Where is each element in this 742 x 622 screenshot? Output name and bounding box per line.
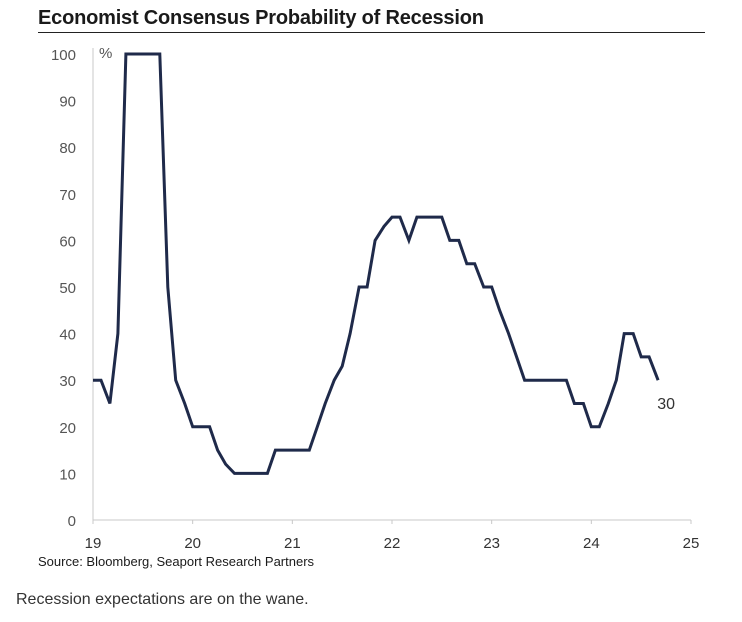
y-tick-label: 0 <box>68 513 76 530</box>
y-tick-label: 100 <box>51 47 76 64</box>
x-tick-label: 21 <box>284 535 301 552</box>
annotations: 30 <box>657 396 675 413</box>
x-axis-labels: 19 20 21 22 23 24 25 <box>85 520 700 552</box>
y-tick-label: 40 <box>59 327 76 344</box>
source-note: Source: Bloomberg, Seaport Research Part… <box>38 554 315 569</box>
y-tick-label: 20 <box>59 420 76 437</box>
caption: Recession expectations are on the wane. <box>16 591 309 608</box>
y-tick-label: 90 <box>59 94 76 111</box>
x-tick-label: 19 <box>85 535 102 552</box>
y-tick-label: 80 <box>59 140 76 157</box>
x-tick-label: 25 <box>683 535 700 552</box>
axes <box>92 48 691 521</box>
y-tick-label: 30 <box>59 373 76 390</box>
y-tick-label: 50 <box>59 280 76 297</box>
end-value-label: 30 <box>657 396 675 413</box>
title-divider <box>38 32 705 33</box>
x-tick-label: 24 <box>583 535 600 552</box>
chart-title: Economist Consensus Probability of Reces… <box>38 7 484 29</box>
y-tick-label: 10 <box>59 466 76 483</box>
x-tick-label: 23 <box>483 535 500 552</box>
series-line <box>93 52 660 475</box>
y-tick-label: 60 <box>59 233 76 250</box>
y-tick-label: 70 <box>59 187 76 204</box>
series-group <box>93 52 660 475</box>
x-tick-label: 22 <box>384 535 401 552</box>
y-unit-label: % <box>99 45 112 62</box>
x-tick-label: 20 <box>184 535 201 552</box>
